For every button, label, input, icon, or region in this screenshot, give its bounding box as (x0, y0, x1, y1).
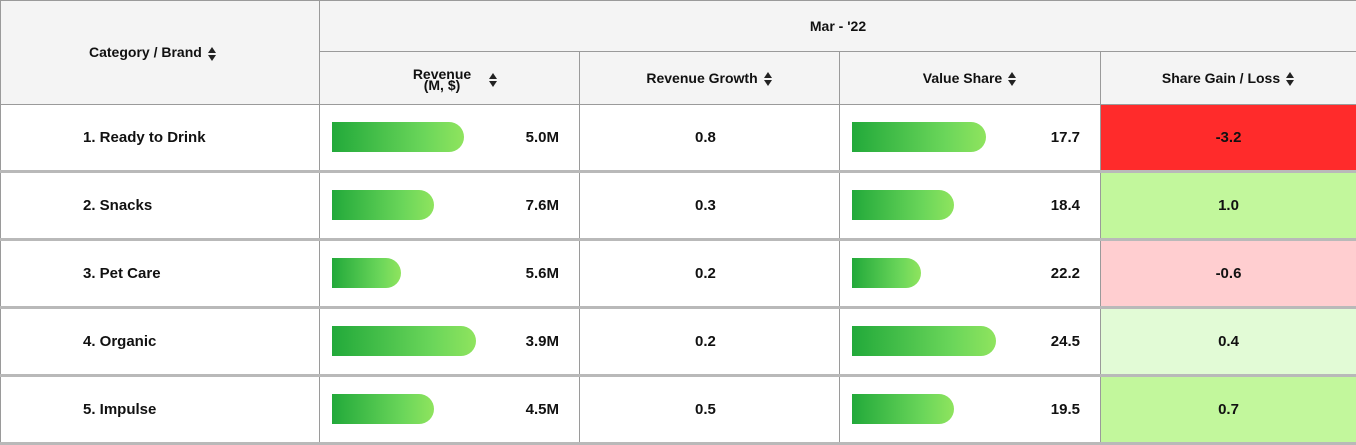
revenue-bar (332, 258, 401, 288)
category-cell: 1. Ready to Drink (1, 105, 320, 172)
category-cell: 4. Organic (1, 308, 320, 376)
column-header-revenue-growth-label: Revenue Growth (646, 70, 757, 86)
revenue-value: 5.6M (526, 241, 559, 306)
value-share-cell: 18.4 (840, 172, 1101, 240)
table-row[interactable]: 2. Snacks 7.6M 0.3 18.4 1.0 (1, 172, 1356, 240)
sort-icon[interactable] (1008, 72, 1017, 86)
table-body: 1. Ready to Drink 5.0M 0.8 17.7 -3.2 2. … (1, 105, 1356, 444)
period-header: Mar - '22 (320, 1, 1356, 52)
sort-icon[interactable] (764, 72, 773, 86)
revenue-growth-cell: 0.5 (580, 376, 840, 444)
revenue-bar (332, 122, 464, 152)
sort-icon[interactable] (489, 73, 498, 87)
value-share-value: 18.4 (1051, 173, 1080, 238)
value-share-bar (852, 190, 954, 220)
revenue-bar (332, 190, 434, 220)
revenue-cell: 5.0M (320, 105, 580, 172)
revenue-cell: 7.6M (320, 172, 580, 240)
revenue-value: 4.5M (526, 377, 559, 442)
value-share-bar (852, 258, 921, 288)
category-cell: 2. Snacks (1, 172, 320, 240)
category-cell: 3. Pet Care (1, 240, 320, 308)
share-gain-cell: 0.4 (1101, 308, 1356, 376)
revenue-value: 3.9M (526, 309, 559, 374)
table-row[interactable]: 5. Impulse 4.5M 0.5 19.5 0.7 (1, 376, 1356, 444)
table-row[interactable]: 1. Ready to Drink 5.0M 0.8 17.7 -3.2 (1, 105, 1356, 172)
value-share-cell: 22.2 (840, 240, 1101, 308)
value-share-bar (852, 122, 986, 152)
share-gain-cell: 0.7 (1101, 376, 1356, 444)
category-cell: 5. Impulse (1, 376, 320, 444)
value-share-bar (852, 394, 954, 424)
value-share-cell: 17.7 (840, 105, 1101, 172)
revenue-growth-cell: 0.3 (580, 172, 840, 240)
revenue-growth-cell: 0.8 (580, 105, 840, 172)
share-gain-cell: 1.0 (1101, 172, 1356, 240)
revenue-growth-cell: 0.2 (580, 240, 840, 308)
column-header-share-gain-label: Share Gain / Loss (1162, 70, 1280, 86)
column-header-category[interactable]: Category / Brand (1, 1, 320, 105)
value-share-value: 17.7 (1051, 105, 1080, 170)
column-header-revenue-label: Revenue (M, $) (401, 69, 483, 91)
value-share-value: 22.2 (1051, 241, 1080, 306)
column-header-revenue-growth[interactable]: Revenue Growth (580, 52, 840, 105)
value-share-value: 24.5 (1051, 309, 1080, 374)
revenue-value: 5.0M (526, 105, 559, 170)
share-gain-cell: -3.2 (1101, 105, 1356, 172)
column-header-share-gain[interactable]: Share Gain / Loss (1101, 52, 1356, 105)
value-share-cell: 24.5 (840, 308, 1101, 376)
table-row[interactable]: 4. Organic 3.9M 0.2 24.5 0.4 (1, 308, 1356, 376)
revenue-bar (332, 326, 476, 356)
revenue-cell: 4.5M (320, 376, 580, 444)
value-share-value: 19.5 (1051, 377, 1080, 442)
revenue-bar (332, 394, 434, 424)
value-share-bar (852, 326, 996, 356)
table-row[interactable]: 3. Pet Care 5.6M 0.2 22.2 -0.6 (1, 240, 1356, 308)
sort-icon[interactable] (1286, 72, 1295, 86)
revenue-growth-cell: 0.2 (580, 308, 840, 376)
revenue-cell: 3.9M (320, 308, 580, 376)
column-header-revenue[interactable]: Revenue (M, $) (320, 52, 580, 105)
sort-icon[interactable] (208, 47, 217, 61)
revenue-value: 7.6M (526, 173, 559, 238)
value-share-cell: 19.5 (840, 376, 1101, 444)
revenue-cell: 5.6M (320, 240, 580, 308)
column-header-category-label: Category / Brand (89, 44, 202, 60)
column-header-value-share-label: Value Share (923, 70, 1002, 86)
share-gain-cell: -0.6 (1101, 240, 1356, 308)
column-header-value-share[interactable]: Value Share (840, 52, 1101, 105)
